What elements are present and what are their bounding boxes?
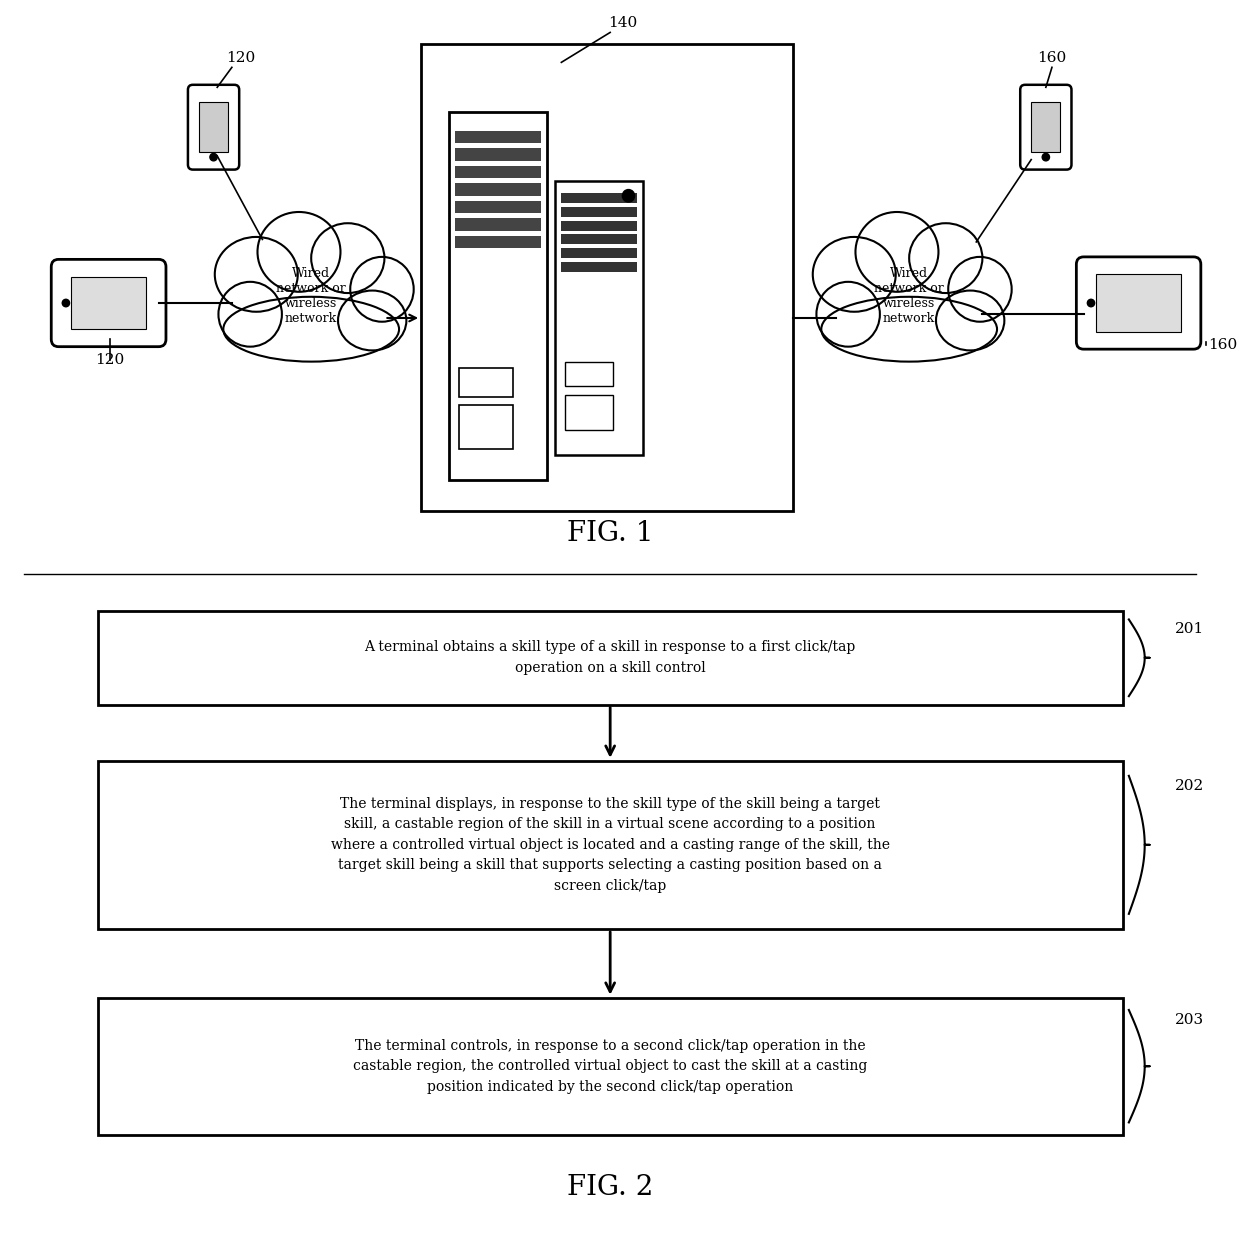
Bar <box>562 234 637 244</box>
Bar <box>455 218 541 231</box>
Text: Wired
network or
wireless
network: Wired network or wireless network <box>874 267 944 324</box>
Bar <box>565 394 614 430</box>
FancyBboxPatch shape <box>98 611 1122 705</box>
Circle shape <box>210 153 217 161</box>
FancyBboxPatch shape <box>98 998 1122 1135</box>
Text: 202: 202 <box>1176 779 1204 793</box>
Bar <box>455 166 541 178</box>
Ellipse shape <box>812 237 895 312</box>
Text: 160: 160 <box>1208 338 1238 352</box>
Bar <box>562 248 637 258</box>
Ellipse shape <box>218 282 281 347</box>
Text: 120: 120 <box>95 353 124 367</box>
Text: 203: 203 <box>1176 1013 1204 1028</box>
Bar <box>455 201 541 213</box>
Text: A terminal obtains a skill type of a skill in response to a first click/tap
oper: A terminal obtains a skill type of a ski… <box>365 641 856 675</box>
Ellipse shape <box>258 212 341 292</box>
Circle shape <box>1042 153 1049 161</box>
Bar <box>455 183 541 196</box>
Bar <box>198 102 228 152</box>
Bar <box>459 368 512 398</box>
FancyBboxPatch shape <box>449 112 547 480</box>
Bar <box>562 207 637 217</box>
Bar <box>562 221 637 231</box>
Bar <box>455 236 541 248</box>
Ellipse shape <box>856 212 939 292</box>
Circle shape <box>62 299 69 307</box>
Text: The terminal displays, in response to the skill type of the skill being a target: The terminal displays, in response to th… <box>331 797 889 893</box>
FancyBboxPatch shape <box>556 181 644 455</box>
Bar <box>562 193 637 203</box>
Text: The terminal controls, in response to a second click/tap operation in the
castab: The terminal controls, in response to a … <box>353 1039 867 1094</box>
Bar <box>1032 102 1060 152</box>
FancyBboxPatch shape <box>422 44 794 511</box>
Ellipse shape <box>223 297 399 362</box>
Ellipse shape <box>936 291 1004 350</box>
Ellipse shape <box>215 237 298 312</box>
Circle shape <box>1087 299 1095 307</box>
Bar <box>455 148 541 161</box>
Ellipse shape <box>909 223 982 293</box>
Text: FIG. 1: FIG. 1 <box>567 520 653 547</box>
Text: 160: 160 <box>1038 51 1066 65</box>
Bar <box>455 131 541 143</box>
Text: FIG. 2: FIG. 2 <box>567 1173 653 1201</box>
Text: 201: 201 <box>1176 622 1204 636</box>
Bar <box>71 277 146 329</box>
Bar <box>562 262 637 272</box>
Bar <box>459 405 512 449</box>
Ellipse shape <box>949 257 1012 322</box>
Ellipse shape <box>350 257 414 322</box>
Ellipse shape <box>339 291 407 350</box>
Text: 120: 120 <box>226 51 255 65</box>
Circle shape <box>622 190 635 202</box>
Ellipse shape <box>821 297 997 362</box>
Bar <box>565 362 614 387</box>
FancyBboxPatch shape <box>98 761 1122 929</box>
FancyBboxPatch shape <box>188 85 239 170</box>
FancyBboxPatch shape <box>1076 257 1200 349</box>
Ellipse shape <box>816 282 880 347</box>
Text: Wired
network or
wireless
network: Wired network or wireless network <box>277 267 346 324</box>
FancyBboxPatch shape <box>51 259 166 347</box>
Bar <box>1096 274 1182 332</box>
Ellipse shape <box>311 223 384 293</box>
Text: 140: 140 <box>608 16 637 30</box>
FancyBboxPatch shape <box>1021 85 1071 170</box>
